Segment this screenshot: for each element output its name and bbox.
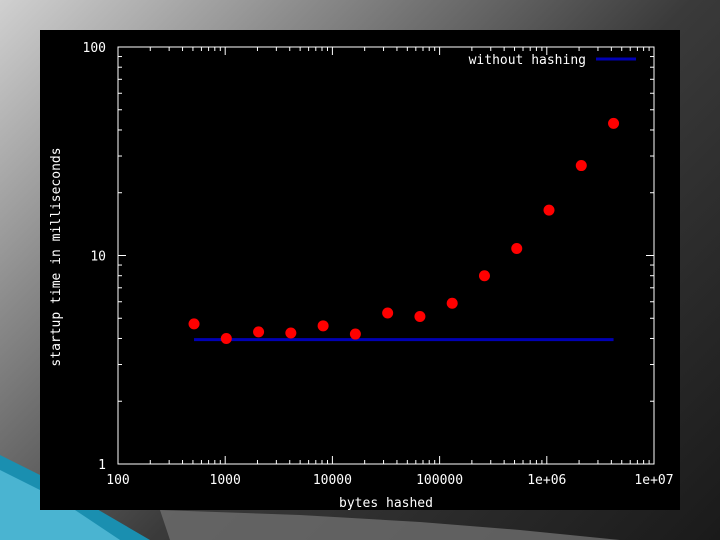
axis-ticks: 100 1000 10000 100000 1e+06 1e+07 1 10 100 (83, 41, 674, 488)
grey-swoosh (160, 510, 620, 540)
data-point (478, 270, 490, 282)
chart-panel: 100 1000 10000 100000 1e+06 1e+07 1 10 100 witho… (40, 30, 680, 510)
data-point (253, 326, 265, 338)
data-point (446, 297, 458, 309)
data-point (317, 320, 329, 332)
data-point (543, 204, 555, 216)
data-point (349, 328, 361, 340)
x-tick-label: 1e+07 (634, 473, 673, 488)
data-point (511, 243, 523, 255)
y-axis-label: startup time in milliseconds (49, 147, 64, 366)
data-point (575, 160, 587, 172)
data-points (188, 117, 620, 344)
x-tick-label: 100 (106, 473, 129, 488)
x-tick-label: 1e+06 (527, 473, 566, 488)
plot-frame (117, 46, 655, 465)
x-tick-label: 1000 (210, 473, 241, 488)
data-point (414, 310, 426, 322)
data-point (188, 318, 200, 330)
x-axis-label: bytes hashed (339, 496, 433, 510)
scatter-chart: 100 1000 10000 100000 1e+06 1e+07 1 10 100 witho… (49, 41, 674, 510)
x-tick-label: 100000 (416, 473, 463, 488)
data-point (220, 332, 232, 344)
data-point (382, 307, 394, 319)
y-tick-label: 10 (90, 250, 106, 265)
data-point (608, 117, 620, 129)
x-tick-label: 10000 (313, 473, 352, 488)
y-tick-label: 1 (98, 458, 106, 473)
legend: without hashing (469, 53, 636, 68)
y-tick-label: 100 (83, 41, 106, 56)
data-point (285, 327, 297, 339)
legend-label-without-hashing: without hashing (469, 53, 586, 68)
